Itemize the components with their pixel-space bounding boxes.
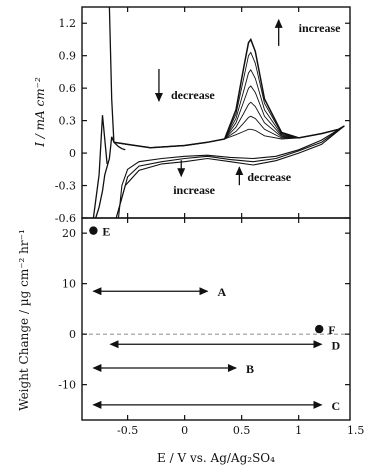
cv-spike-line xyxy=(95,136,115,219)
cv-cathodic-line xyxy=(115,125,345,219)
top-y-axis-label: I / mA cm⁻² xyxy=(33,77,47,148)
bottom-panel-frame xyxy=(81,217,351,421)
annotation-label: increase xyxy=(173,183,215,197)
point-label: E xyxy=(102,225,110,239)
x-axis-label: E / V vs. Ag/Ag₂SO₄ xyxy=(157,451,275,465)
data-point xyxy=(89,226,98,235)
annotation-label: decrease xyxy=(171,88,215,102)
top-y-tick-label: 0.3 xyxy=(59,115,77,128)
data-point xyxy=(315,324,324,334)
annotation-label: decrease xyxy=(247,170,291,184)
top-y-tick-label: 0.6 xyxy=(59,82,77,95)
cv-sweep-line xyxy=(113,85,345,149)
bottom-y-tick-label: 0 xyxy=(69,328,76,341)
top-y-tick-label: 0.9 xyxy=(59,50,77,63)
bottom-y-tick-label: -10 xyxy=(58,379,76,392)
bottom-points: EF xyxy=(89,225,336,337)
top-y-tick-label: 1.2 xyxy=(59,17,77,30)
top-y-tick-label: 0 xyxy=(69,147,76,160)
x-tick-label: -0.5 xyxy=(117,424,138,437)
range-label: B xyxy=(246,362,254,376)
cv-sweep-line xyxy=(113,101,345,149)
cv-spike-line xyxy=(92,115,108,219)
range-label: D xyxy=(331,338,340,352)
annotation-label: increase xyxy=(299,21,341,35)
range-label: A xyxy=(217,285,226,299)
top-annotations: increase decrease increase decrease xyxy=(154,18,341,197)
top-y-tick-label: -0.6 xyxy=(55,212,76,225)
top-y-tick-label: -0.3 xyxy=(55,180,76,193)
x-tick-label: 1 xyxy=(295,424,302,437)
top-series xyxy=(92,6,345,219)
x-ticks: -0.5 0 0.5 1 1.5 xyxy=(117,7,364,437)
range-label: C xyxy=(331,399,340,413)
cv-sweep-line xyxy=(113,51,345,149)
x-tick-label: 1.5 xyxy=(347,424,365,437)
bottom-y-axis-label: Weight Change / µg cm⁻² hr⁻¹ xyxy=(17,229,31,411)
bottom-y-tick-label: 20 xyxy=(62,227,76,240)
x-tick-label: 0 xyxy=(181,424,188,437)
bottom-y-ticks: 20 10 0 -10 xyxy=(58,227,350,392)
cv-spike-line xyxy=(108,6,115,143)
cv-cathodic-line xyxy=(115,125,345,219)
point-label: F xyxy=(328,323,335,337)
cv-spike-line xyxy=(113,141,126,151)
x-tick-label: 0.5 xyxy=(233,424,251,437)
cv-sweep-line xyxy=(113,37,345,149)
bottom-ranges: A D B C xyxy=(92,285,340,413)
cv-cathodic-line xyxy=(117,125,345,219)
bottom-y-tick-label: 10 xyxy=(62,278,76,291)
